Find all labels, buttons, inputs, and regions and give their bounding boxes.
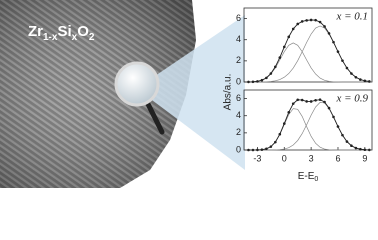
data-point: [269, 72, 273, 75]
data-point: [350, 144, 353, 148]
data-point: [256, 148, 259, 152]
data-point: [336, 125, 340, 128]
data-point: [314, 18, 317, 22]
data-point: [291, 102, 295, 105]
y-tick-label: 4: [236, 34, 241, 44]
annotation: x = 0.1: [335, 11, 368, 23]
data-point: [265, 147, 268, 151]
data-point: [354, 146, 358, 150]
text-part: Si: [57, 23, 71, 40]
data-point: [287, 35, 291, 39]
y-axis-label: Abs/a.u.: [223, 74, 234, 111]
y-tick-label: 6: [236, 93, 241, 103]
data-point: [251, 80, 255, 84]
text-part: Zr: [28, 23, 43, 40]
series-line: [248, 42, 370, 83]
data-point: [332, 115, 335, 119]
data-point: [323, 25, 326, 28]
y-tick-label: 2: [236, 127, 241, 137]
data-point: [363, 148, 367, 152]
data-point: [287, 110, 291, 114]
data-point: [332, 40, 335, 44]
tem-image: [0, 0, 196, 188]
magnifier: [114, 61, 165, 135]
x-tick-label: 3: [309, 153, 314, 163]
data-point: [309, 100, 313, 103]
data-point: [341, 133, 344, 137]
data-point: [260, 78, 264, 82]
data-point: [300, 98, 304, 102]
data-point: [309, 18, 313, 22]
data-point: [314, 98, 317, 102]
data-point: [296, 22, 300, 26]
annotation: x = 0.9: [335, 93, 368, 105]
data-point: [336, 50, 340, 53]
zoom-beam: [152, 15, 245, 170]
data-point: [359, 147, 362, 151]
series-line: [248, 108, 370, 151]
data-point: [269, 145, 273, 148]
data-point: [260, 148, 264, 151]
y-tick-label: 2: [236, 55, 241, 65]
y-tick-label: 6: [236, 13, 241, 23]
subscript: 2: [89, 32, 95, 43]
x-tick-label: 0: [282, 153, 287, 163]
y-tick-label: 4: [236, 110, 241, 120]
y-tick-label: 0: [236, 144, 241, 154]
data-point: [363, 79, 367, 83]
data-point: [305, 100, 308, 103]
data-point: [278, 132, 282, 136]
data-point: [291, 27, 295, 31]
subscript: x: [72, 32, 78, 43]
x-tick-label: 6: [335, 153, 340, 163]
data-point: [327, 32, 331, 35]
data-point: [274, 65, 277, 69]
x-tick-label: -3: [253, 153, 261, 163]
data-point: [251, 148, 255, 152]
data-point: [345, 140, 349, 143]
plot-frame: [243, 7, 373, 83]
plot-frame: [243, 89, 373, 151]
data-point: [327, 106, 331, 110]
subscript: 1-x: [43, 32, 58, 43]
series-line: [248, 102, 370, 151]
data-point: [368, 148, 371, 152]
x-tick-label: 9: [362, 153, 367, 163]
text-part: O: [77, 23, 89, 40]
data-point: [247, 80, 250, 84]
data-point: [274, 140, 277, 144]
data-point: [256, 80, 259, 83]
data-point: [341, 59, 344, 62]
x-axis-label: E-E0: [298, 171, 319, 184]
data-point: [318, 20, 322, 24]
series-line: [248, 19, 370, 83]
y-tick-label: 0: [236, 76, 241, 86]
data-point: [368, 80, 371, 83]
data-point: [354, 75, 358, 79]
data-point: [282, 122, 286, 125]
series-line: [248, 99, 370, 151]
subscript: 0: [314, 176, 318, 183]
data-point: [350, 72, 353, 75]
data-point: [278, 56, 282, 59]
data-point: [300, 20, 304, 23]
data-point: [323, 100, 326, 104]
data-point: [265, 76, 268, 80]
data-point: [359, 78, 362, 81]
data-point: [345, 66, 349, 70]
data-point: [282, 45, 286, 49]
text-part: E-E: [298, 171, 315, 182]
image-label: Zr1-xSixO2: [28, 23, 95, 43]
data-point: [247, 148, 250, 152]
data-point: [296, 98, 300, 102]
data-point: [305, 19, 308, 22]
data-point: [318, 98, 322, 101]
